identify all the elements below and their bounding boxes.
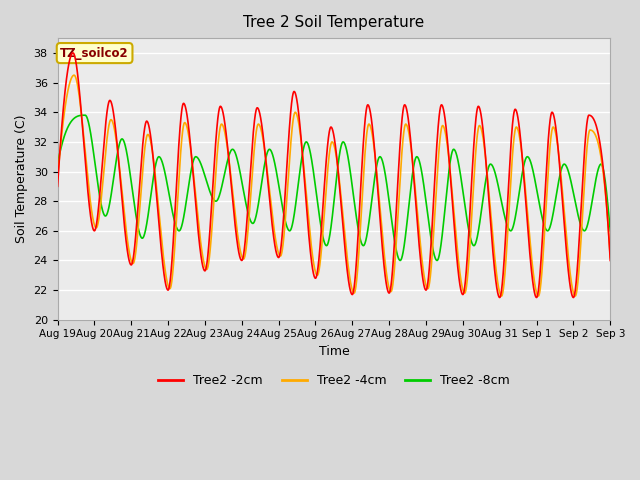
Title: Tree 2 Soil Temperature: Tree 2 Soil Temperature — [243, 15, 424, 30]
Legend: Tree2 -2cm, Tree2 -4cm, Tree2 -8cm: Tree2 -2cm, Tree2 -4cm, Tree2 -8cm — [153, 370, 515, 392]
X-axis label: Time: Time — [319, 345, 349, 358]
Text: TZ_soilco2: TZ_soilco2 — [60, 47, 129, 60]
Y-axis label: Soil Temperature (C): Soil Temperature (C) — [15, 115, 28, 243]
